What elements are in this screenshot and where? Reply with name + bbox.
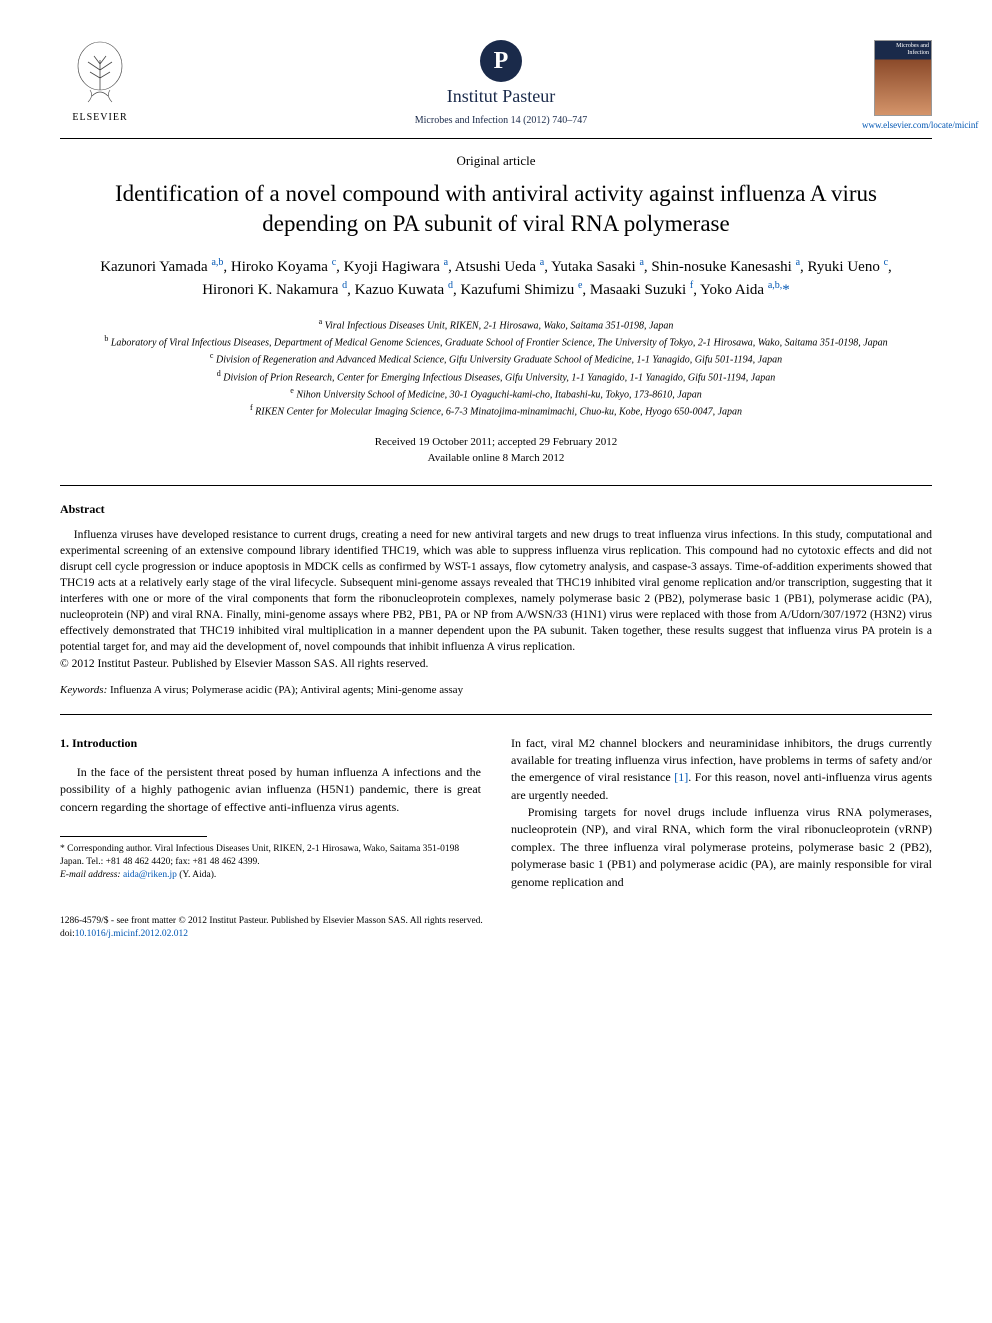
article-title: Identification of a novel compound with …: [80, 179, 912, 239]
affiliation-f: f RIKEN Center for Molecular Imaging Sci…: [90, 402, 902, 419]
footnote-separator: [60, 836, 207, 837]
institute-block: P Institut Pasteur Microbes and Infectio…: [140, 40, 862, 126]
email-address[interactable]: aida@riken.jp: [123, 870, 177, 880]
intro-para-3: Promising targets for novel drugs includ…: [511, 804, 932, 891]
institute-initial-icon: P: [480, 40, 522, 82]
online-date: Available online 8 March 2012: [60, 450, 932, 467]
abstract-bottom-rule: [60, 714, 932, 715]
page-footer: 1286-4579/$ - see front matter © 2012 In…: [60, 915, 932, 942]
body-columns: 1. Introduction In the face of the persi…: [60, 735, 932, 892]
journal-cover-block: Microbes and Infection www.elsevier.com/…: [862, 40, 932, 130]
left-column: 1. Introduction In the face of the persi…: [60, 735, 481, 892]
affiliation-b: b Laboratory of Viral Infectious Disease…: [90, 333, 902, 350]
affiliation-c: c Division of Regeneration and Advanced …: [90, 350, 902, 367]
doi-value[interactable]: 10.1016/j.micinf.2012.02.012: [75, 929, 188, 939]
affiliation-list: a Viral Infectious Diseases Unit, RIKEN,…: [90, 316, 902, 420]
abstract-top-rule: [60, 485, 932, 486]
abstract-text: Influenza viruses have developed resista…: [60, 527, 932, 656]
institute-name: Institut Pasteur: [447, 86, 556, 107]
header-row: ELSEVIER P Institut Pasteur Microbes and…: [60, 40, 932, 130]
journal-reference: Microbes and Infection 14 (2012) 740–747: [140, 115, 862, 126]
header-rule: [60, 138, 932, 139]
article-type: Original article: [60, 153, 932, 169]
abstract-copyright: © 2012 Institut Pasteur. Published by El…: [60, 658, 932, 670]
cover-title: Microbes and Infection: [875, 43, 929, 56]
footer-doi-line: doi:10.1016/j.micinf.2012.02.012: [60, 928, 932, 941]
author-list: Kazunori Yamada a,b, Hiroko Koyama c, Ky…: [80, 255, 912, 302]
journal-url[interactable]: www.elsevier.com/locate/micinf: [862, 120, 932, 130]
footer-copyright: 1286-4579/$ - see front matter © 2012 In…: [60, 915, 932, 928]
affiliation-e: e Nihon University School of Medicine, 3…: [90, 385, 902, 402]
email-name: (Y. Aida).: [177, 870, 216, 880]
intro-para-1: In the face of the persistent threat pos…: [60, 764, 481, 816]
right-column: In fact, viral M2 channel blockers and n…: [511, 735, 932, 892]
abstract-heading: Abstract: [60, 502, 932, 517]
affiliation-d: d Division of Prion Research, Center for…: [90, 368, 902, 385]
affiliation-a: a Viral Infectious Diseases Unit, RIKEN,…: [90, 316, 902, 333]
journal-cover-thumbnail: Microbes and Infection: [874, 40, 932, 116]
ref-link-1[interactable]: [1]: [674, 770, 688, 784]
email-label: E-mail address:: [60, 870, 121, 880]
corr-label: * Corresponding author.: [60, 844, 152, 854]
received-accepted-date: Received 19 October 2011; accepted 29 Fe…: [60, 434, 932, 451]
keywords-block: Keywords: Influenza A virus; Polymerase …: [60, 684, 932, 696]
intro-para-2: In fact, viral M2 channel blockers and n…: [511, 735, 932, 805]
institute-logo: P Institut Pasteur: [447, 40, 556, 107]
keywords-label: Keywords:: [60, 684, 107, 696]
elsevier-logo: ELSEVIER: [60, 40, 140, 123]
corresponding-author-footnote: * Corresponding author. Viral Infectious…: [60, 843, 481, 869]
publisher-name: ELSEVIER: [72, 112, 127, 123]
keywords-text: Influenza A virus; Polymerase acidic (PA…: [110, 684, 463, 696]
article-dates: Received 19 October 2011; accepted 29 Fe…: [60, 434, 932, 467]
email-footnote: E-mail address: aida@riken.jp (Y. Aida).: [60, 869, 481, 882]
elsevier-tree-icon: [70, 40, 130, 110]
doi-label: doi:: [60, 929, 75, 939]
section-heading-intro: 1. Introduction: [60, 735, 481, 752]
